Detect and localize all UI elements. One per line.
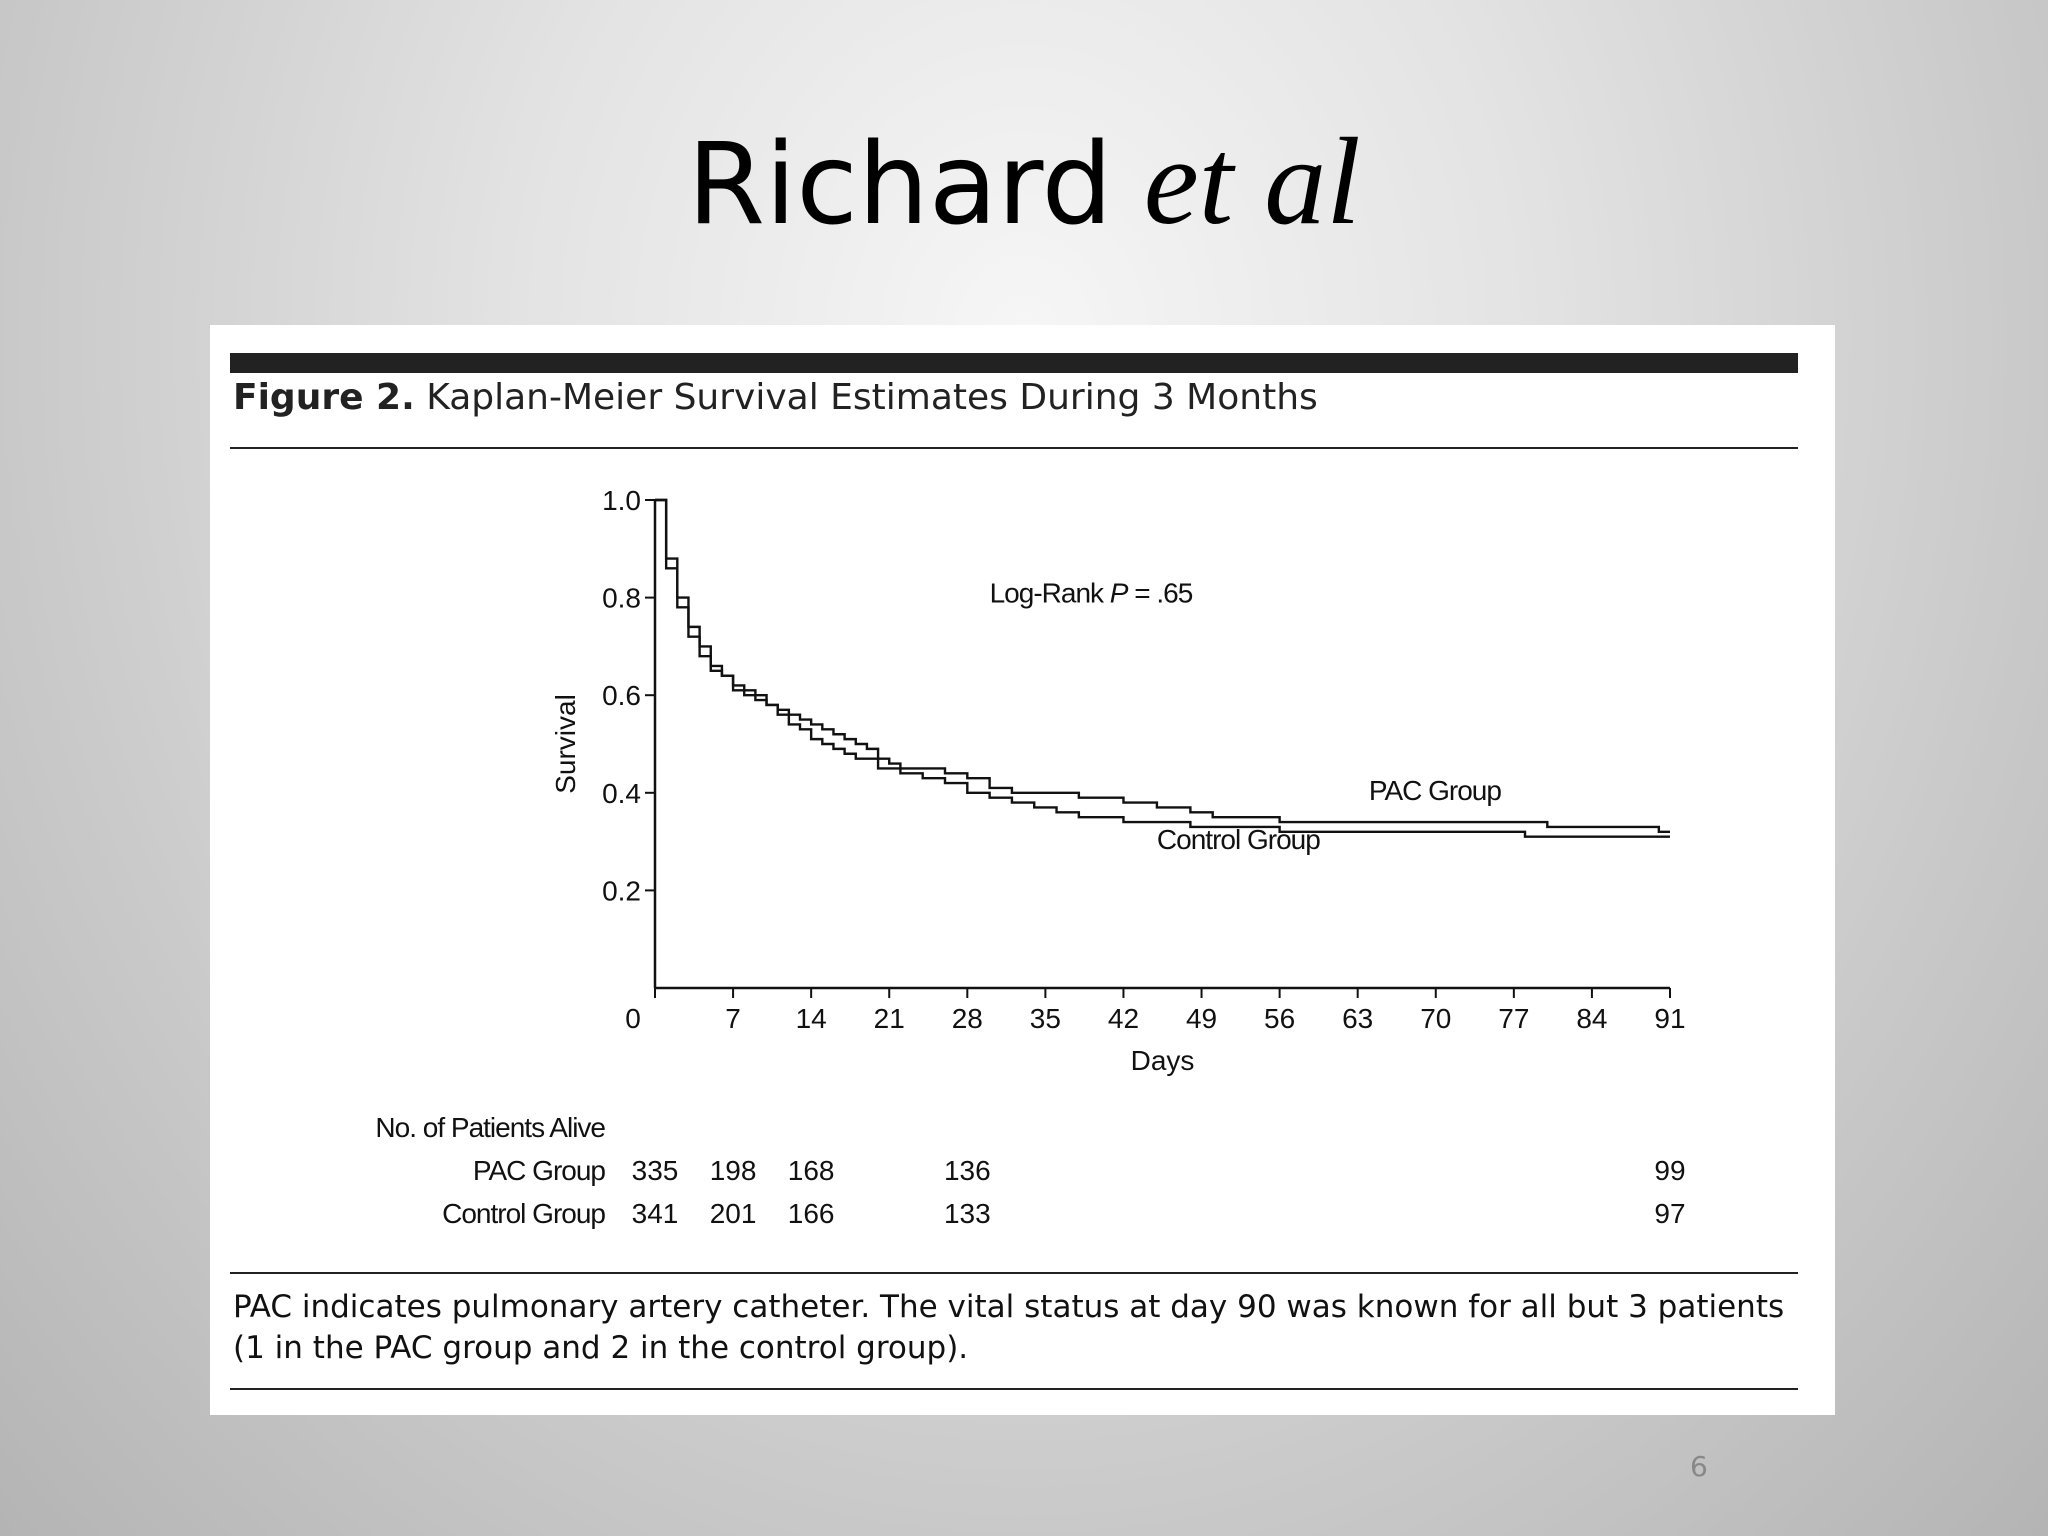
survival-chart: 0.2 0.4 0.6 0.8 1.0 0 7 14 21 28 35 42 49 56 63 70 77 84 9…	[375, 485, 1685, 1229]
page-number: 6	[1690, 1450, 1708, 1483]
at-risk-group-label: Control Group	[442, 1198, 605, 1229]
x-axis-label: Days	[1131, 1045, 1195, 1076]
series-line-pac	[655, 498, 1670, 834]
x-tick-label: 21	[874, 1003, 905, 1034]
x-tick-label: 77	[1498, 1003, 1529, 1034]
at-risk-count: 335	[632, 1155, 679, 1186]
x-tick-label: 84	[1576, 1003, 1607, 1034]
at-risk-count: 198	[710, 1155, 757, 1186]
x-tick-label: 42	[1108, 1003, 1139, 1034]
at-risk-count: 341	[632, 1198, 679, 1229]
at-risk-count: 97	[1654, 1198, 1685, 1229]
slide-title: Richard et al	[0, 120, 2048, 244]
series-label: Control Group	[1157, 824, 1320, 855]
at-risk-count: 136	[944, 1155, 991, 1186]
y-tick-label: 0.8	[602, 583, 641, 614]
figure-top-rule	[230, 353, 1798, 373]
x-tick-label: 63	[1342, 1003, 1373, 1034]
at-risk-count: 201	[710, 1198, 757, 1229]
at-risk-heading: No. of Patients Alive	[375, 1112, 605, 1143]
at-risk-count: 133	[944, 1198, 991, 1229]
series-line-control	[655, 498, 1670, 838]
title-et-al: et al	[1143, 113, 1361, 250]
at-risk-group-label: PAC Group	[473, 1155, 606, 1186]
y-tick-label: 0.6	[602, 680, 641, 711]
logrank-annotation: Log-Rank P = .65	[990, 577, 1193, 608]
x-tick-label: 35	[1030, 1003, 1061, 1034]
figure-caption: Figure 2. Kaplan-Meier Survival Estimate…	[233, 377, 1318, 418]
x-tick-label: 0	[625, 1003, 641, 1034]
x-tick-label: 14	[796, 1003, 827, 1034]
title-author: Richard	[687, 120, 1113, 250]
y-axis-label: Survival	[550, 694, 581, 794]
y-tick-label: 1.0	[602, 485, 641, 516]
x-tick-label: 28	[952, 1003, 983, 1034]
at-risk-count: 99	[1654, 1155, 1685, 1186]
footnote-bottom-rule	[230, 1388, 1798, 1390]
figure-caption-text: Kaplan-Meier Survival Estimates During 3…	[426, 377, 1318, 418]
x-tick-label: 91	[1654, 1003, 1685, 1034]
at-risk-count: 166	[788, 1198, 835, 1229]
x-tick-label: 56	[1264, 1003, 1295, 1034]
footnote-top-rule	[230, 1272, 1798, 1274]
x-tick-label: 49	[1186, 1003, 1217, 1034]
figure-panel: Figure 2. Kaplan-Meier Survival Estimate…	[210, 325, 1835, 1415]
figure-footnote: PAC indicates pulmonary artery catheter.…	[233, 1289, 1785, 1366]
caption-rule	[230, 447, 1798, 449]
y-tick-label: 0.2	[602, 875, 641, 906]
x-tick-label: 70	[1420, 1003, 1451, 1034]
figure-caption-label: Figure 2.	[233, 377, 415, 418]
series-label: PAC Group	[1369, 775, 1502, 806]
at-risk-count: 168	[788, 1155, 835, 1186]
x-tick-label: 7	[725, 1003, 741, 1034]
y-tick-label: 0.4	[602, 778, 641, 809]
